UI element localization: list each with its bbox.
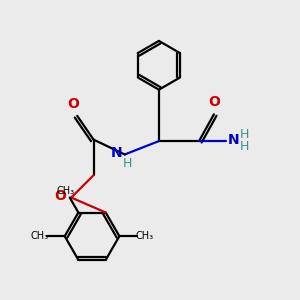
Text: O: O (68, 98, 80, 111)
Text: O: O (54, 189, 66, 203)
Text: N: N (228, 133, 240, 147)
Text: O: O (208, 95, 220, 109)
Text: N: N (111, 146, 122, 160)
Text: H: H (239, 140, 249, 153)
Text: H: H (122, 158, 132, 170)
Text: CH₃: CH₃ (30, 231, 49, 241)
Text: CH₃: CH₃ (57, 186, 75, 196)
Text: H: H (239, 128, 249, 141)
Text: CH₃: CH₃ (136, 231, 154, 241)
